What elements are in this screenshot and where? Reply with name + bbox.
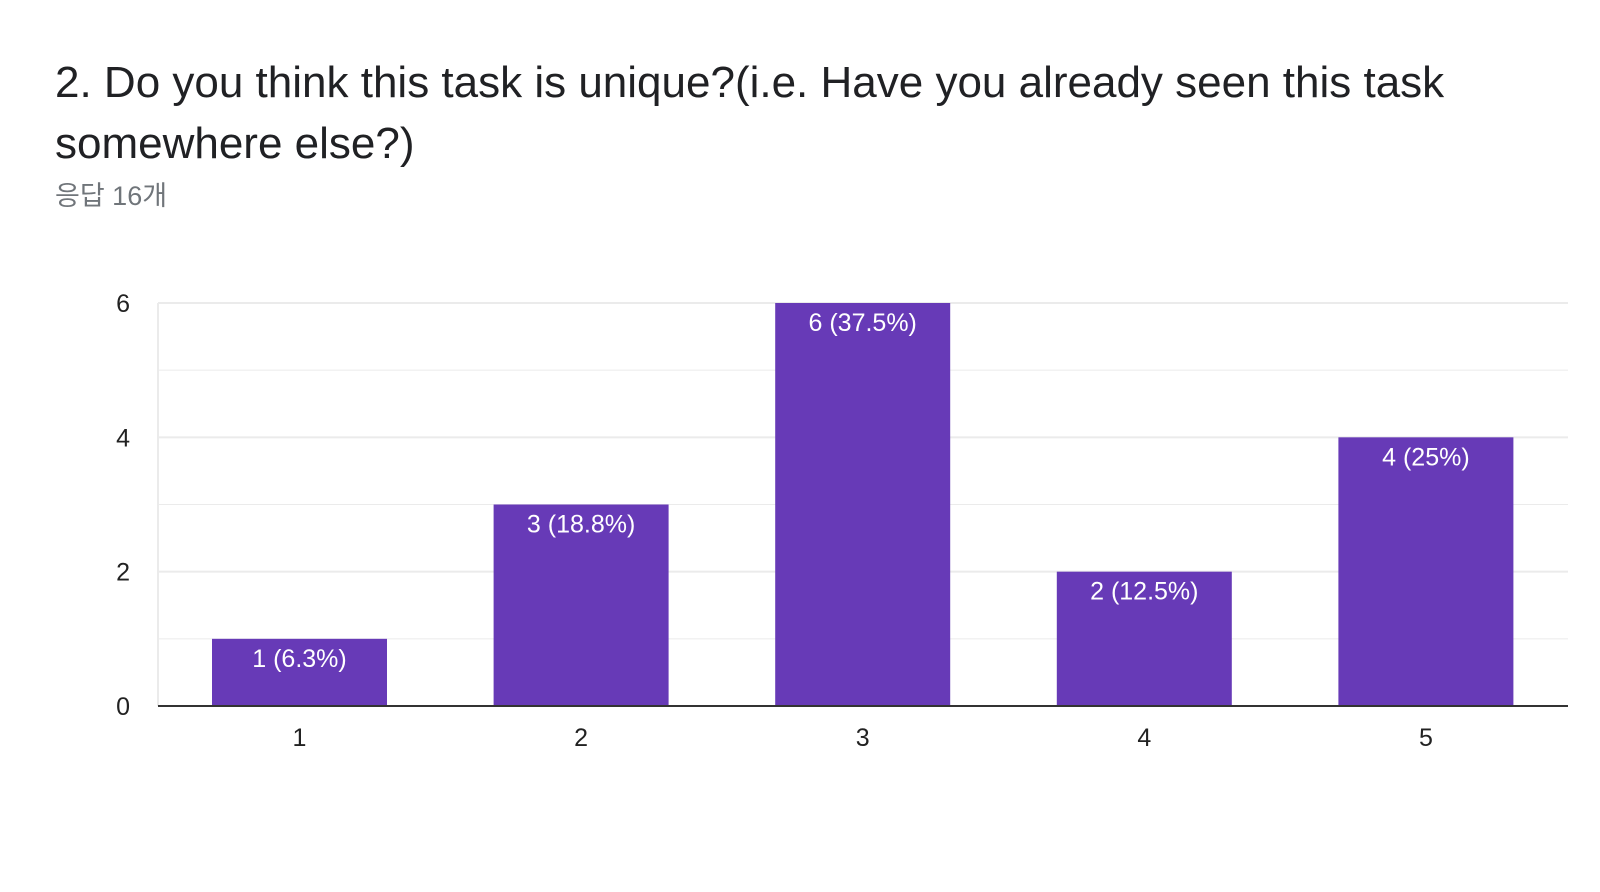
y-tick-label: 6 xyxy=(116,290,130,318)
response-count: 응답 16개 xyxy=(55,181,168,211)
data-labels: 1 (6.3%) 3 (18.8%) 6 (37.5%) 2 (12.5%) 4 (25… xyxy=(252,309,1469,673)
bar xyxy=(1056,571,1232,706)
x-tick-label: 1 xyxy=(293,724,307,752)
x-tick-label: 3 xyxy=(856,724,870,752)
axes: 0 2 4 6 1 2 3 4 5 xyxy=(116,290,1568,752)
bar-data-label: 4 (25%) xyxy=(1382,443,1470,471)
bar-data-label: 1 (6.3%) xyxy=(252,645,346,673)
bar-data-label: 6 (37.5%) xyxy=(809,309,917,337)
bar-data-label: 2 (12.5%) xyxy=(1090,578,1198,606)
bar-data-label: 3 (18.8%) xyxy=(527,511,635,539)
x-tick-label: 5 xyxy=(1419,724,1433,752)
bar xyxy=(775,303,951,706)
bars xyxy=(212,303,1514,706)
question-title: 2. Do you think this task is unique?(i.e… xyxy=(55,58,1445,168)
bar xyxy=(212,638,387,706)
y-tick-label: 2 xyxy=(116,559,130,587)
x-tick-label: 2 xyxy=(574,724,588,752)
y-tick-label: 4 xyxy=(116,424,130,452)
y-tick-label: 0 xyxy=(116,693,130,721)
bar xyxy=(493,504,669,706)
x-tick-label: 4 xyxy=(1137,724,1151,752)
bar xyxy=(1338,437,1514,706)
